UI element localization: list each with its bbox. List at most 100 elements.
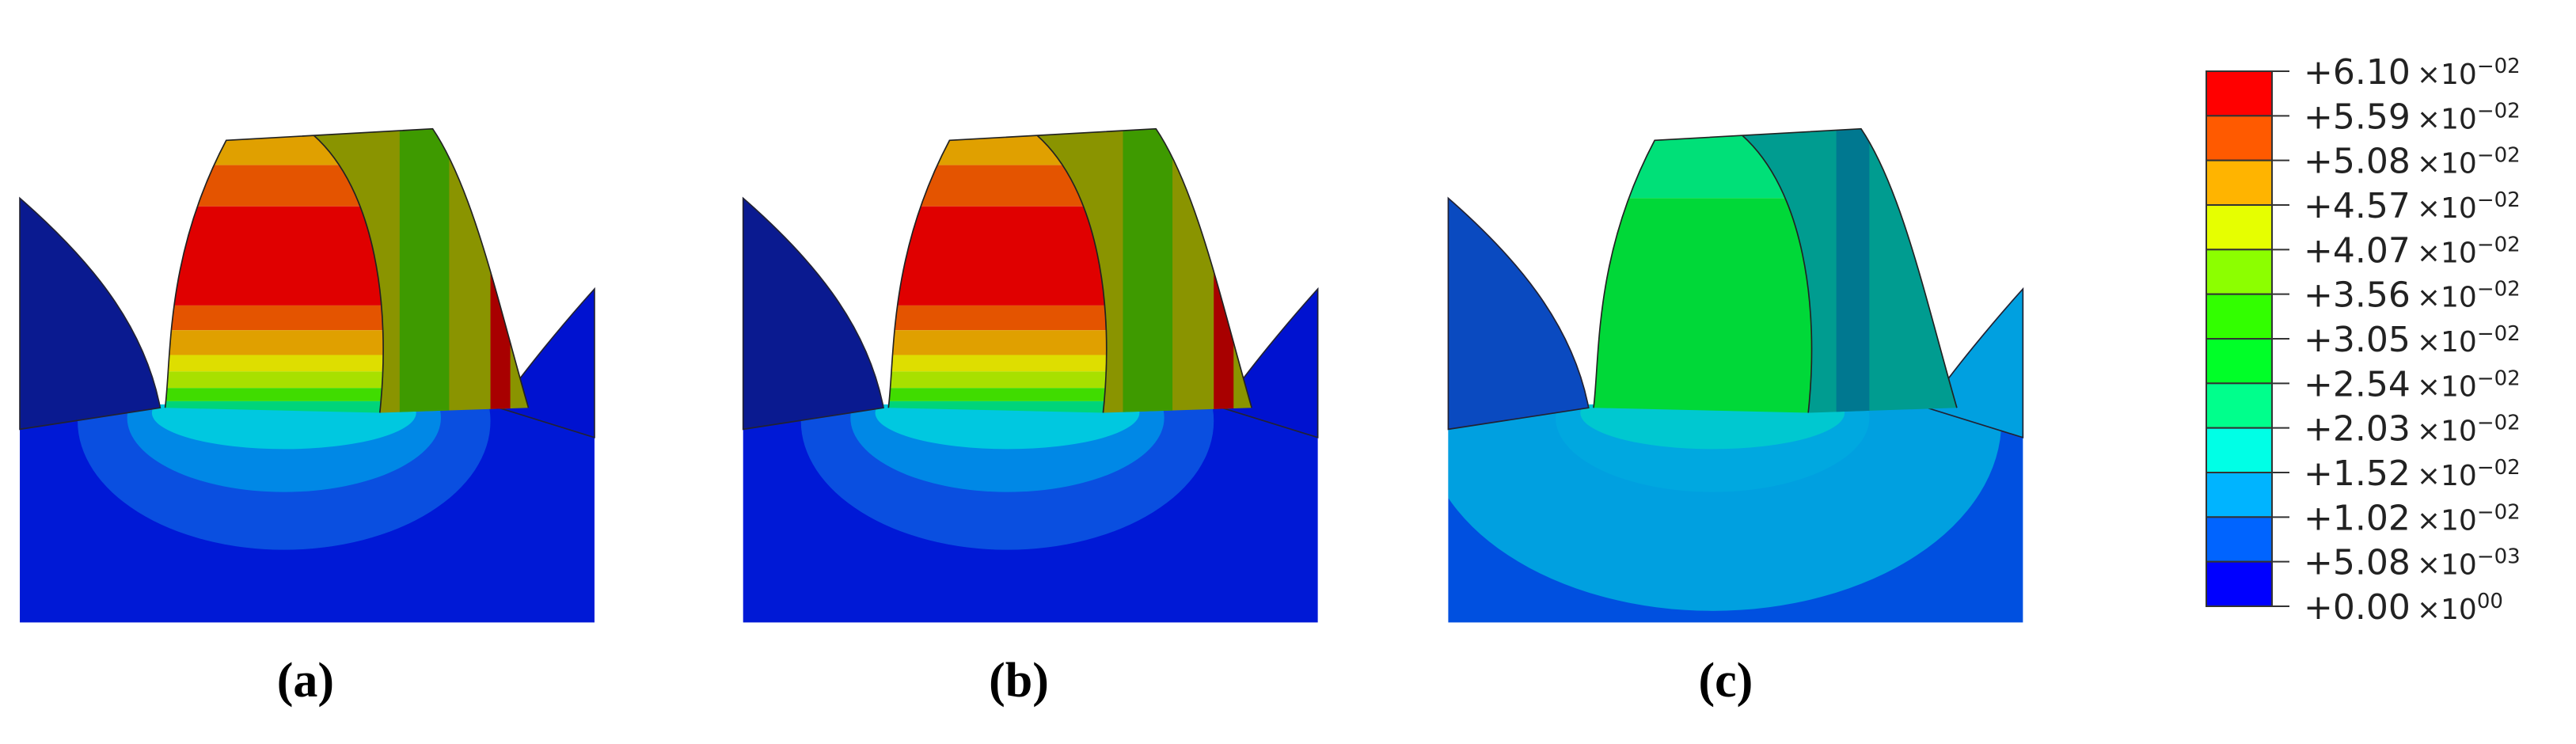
legend-label: +2.54 ×10−02: [2304, 364, 2521, 404]
legend-swatch: [2206, 382, 2273, 429]
legend-label: +5.08 ×10−02: [2304, 142, 2521, 182]
legend-swatch: [2206, 560, 2273, 608]
legend-label: +2.03 ×10−02: [2304, 409, 2521, 450]
legend-exponent: 00: [2477, 590, 2503, 613]
legend-base: ×10: [2417, 59, 2477, 91]
legend-label: +5.59 ×10−02: [2304, 97, 2521, 137]
contour-band: [490, 128, 511, 413]
contour-band: [165, 371, 384, 389]
legend-exponent: −02: [2477, 55, 2521, 78]
legend-exponent: −02: [2477, 99, 2521, 123]
panel-label: (c): [1698, 654, 1753, 708]
contour-band: [165, 330, 384, 355]
contour-band: [888, 371, 1107, 389]
contour-band: [1580, 404, 1845, 450]
legend-value: +0.00: [2304, 587, 2411, 628]
legend-value: +5.59: [2304, 97, 2411, 137]
legend-value: +5.08: [2304, 543, 2411, 583]
legend-label: +4.07 ×10−02: [2304, 230, 2521, 271]
legend-value: +4.57: [2304, 186, 2411, 226]
legend-value: +2.54: [2304, 364, 2411, 404]
legend-exponent: −02: [2477, 366, 2521, 390]
left-tooth: [1447, 196, 1590, 431]
contour-band: [165, 206, 384, 306]
tooth-outline: [1593, 127, 1958, 413]
contour-band: [165, 388, 384, 401]
legend-base: ×10: [2417, 282, 2477, 314]
left-tooth: [19, 196, 161, 431]
legend-exponent: −02: [2477, 233, 2521, 256]
legend-exponent: −02: [2477, 412, 2521, 435]
contour-band: [151, 404, 416, 450]
tooth-face: [1593, 135, 1812, 413]
legend-base: ×10: [2417, 237, 2477, 269]
panel-label: (b): [989, 654, 1049, 708]
tooth-outline: [887, 127, 1252, 413]
contour-band: [888, 388, 1107, 401]
contour-band: [1836, 128, 1870, 413]
contour-plot: [742, 127, 1319, 623]
legend-base: ×10: [2417, 504, 2477, 537]
contour-plot: [19, 127, 595, 623]
legend-base: ×10: [2417, 148, 2477, 180]
legend-base: ×10: [2417, 416, 2477, 448]
legend-value: +4.07: [2304, 230, 2411, 271]
legend-exponent: −02: [2477, 322, 2521, 346]
legend-base: ×10: [2417, 192, 2477, 225]
legend-base: ×10: [2417, 460, 2477, 492]
legend-value: +3.56: [2304, 275, 2411, 316]
legend-base: ×10: [2417, 103, 2477, 135]
contour-band: [399, 128, 450, 413]
legend-exponent: −02: [2477, 144, 2521, 168]
tooth-outline: [164, 127, 530, 413]
contour-band: [1214, 128, 1234, 413]
legend-exponent: −03: [2477, 545, 2521, 569]
legend-base: ×10: [2417, 594, 2477, 626]
legend-label: +0.00 ×1000: [2304, 587, 2503, 628]
panel-label: (a): [277, 654, 334, 708]
legend-swatch: [2206, 249, 2273, 295]
legend-base: ×10: [2417, 549, 2477, 582]
legend-label: +6.10 ×10−02: [2304, 52, 2521, 93]
legend-swatch: [2206, 472, 2273, 518]
legend-swatch: [2206, 159, 2273, 207]
legend-swatch: [2206, 115, 2273, 161]
legend-exponent: −02: [2477, 456, 2521, 480]
legend-label: +1.02 ×10−02: [2304, 498, 2521, 538]
legend-value: +5.08: [2304, 142, 2411, 182]
legend-swatch: [2206, 293, 2273, 340]
legend-label: +3.56 ×10−02: [2304, 275, 2521, 316]
legend-label: +3.05 ×10−02: [2304, 320, 2521, 360]
legend-label: +5.08 ×10−03: [2304, 543, 2521, 583]
legend-value: +1.52: [2304, 454, 2411, 494]
legend-value: +3.05: [2304, 320, 2411, 360]
legend-exponent: −02: [2477, 500, 2521, 524]
contour-band: [875, 404, 1140, 450]
contour-band: [165, 305, 384, 331]
legend-label: +4.57 ×10−02: [2304, 186, 2521, 226]
legend-value: +6.10: [2304, 52, 2411, 93]
legend-label: +1.52 ×10−02: [2304, 454, 2521, 494]
contour-band: [165, 355, 384, 372]
legend-swatch: [2206, 70, 2273, 117]
legend-base: ×10: [2417, 326, 2477, 359]
contour-band: [888, 305, 1107, 331]
contour-band: [1593, 198, 1812, 413]
body-contours: [78, 404, 491, 550]
legend-swatch: [2206, 427, 2273, 474]
legend-swatch: [2206, 338, 2273, 385]
legend-value: +1.02: [2304, 498, 2411, 538]
contour-plot: [1447, 127, 2024, 623]
legend: +6.10 ×10−02+5.59 ×10−02+5.08 ×10−02+4.57 ×1…: [2206, 52, 2521, 628]
legend-exponent: −02: [2477, 278, 2521, 302]
legend-swatch: [2206, 516, 2273, 563]
contour-band: [888, 355, 1107, 372]
contour-band: [888, 206, 1107, 306]
contour-band: [1123, 128, 1173, 413]
body-contours: [1448, 404, 2002, 611]
legend-exponent: −02: [2477, 188, 2521, 212]
legend-base: ×10: [2417, 370, 2477, 403]
left-tooth: [742, 196, 884, 431]
body-contours: [800, 404, 1214, 550]
